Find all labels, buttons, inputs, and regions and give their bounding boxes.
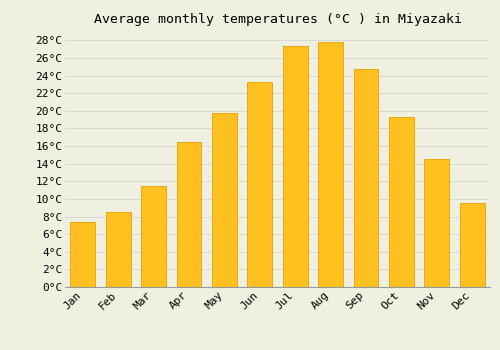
Bar [354, 69, 378, 287]
Title: Average monthly temperatures (°C ) in Miyazaki: Average monthly temperatures (°C ) in Mi… [94, 13, 462, 26]
Bar [176, 142, 202, 287]
Bar [389, 117, 414, 287]
Bar [283, 47, 308, 287]
Bar [212, 113, 237, 287]
Bar [106, 212, 130, 287]
Bar [248, 82, 272, 287]
Bar [318, 42, 343, 287]
Bar [424, 159, 450, 287]
Bar [460, 203, 484, 287]
Bar [70, 222, 95, 287]
Bar [141, 186, 166, 287]
